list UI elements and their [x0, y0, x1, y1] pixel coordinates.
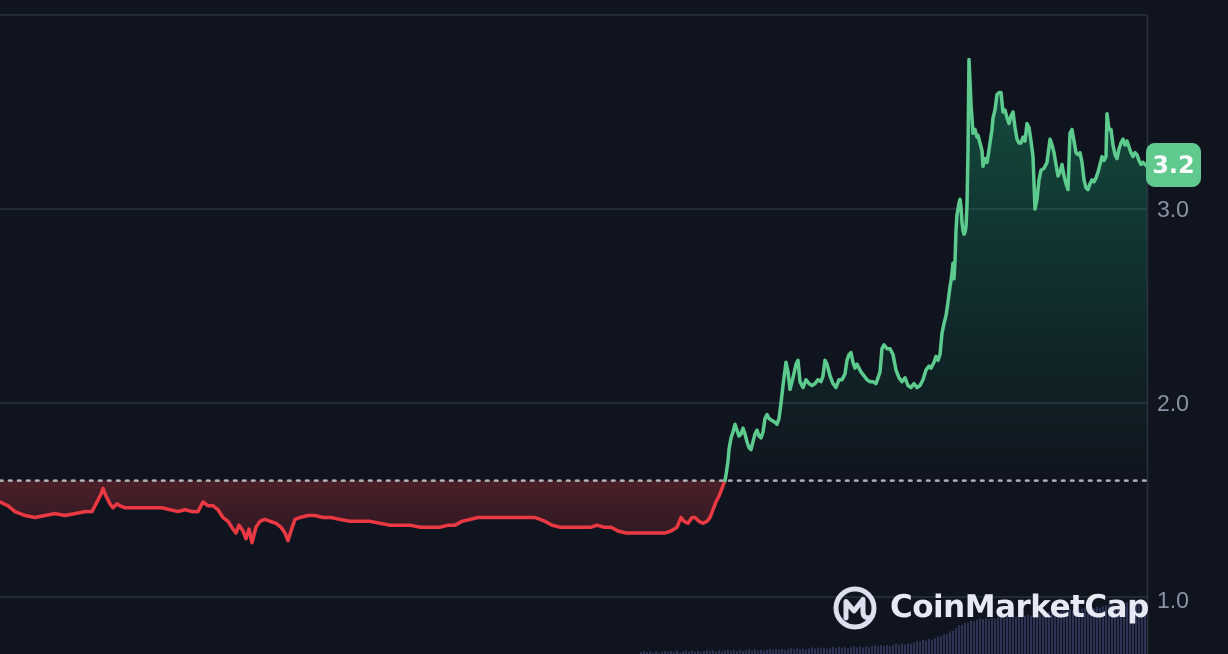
y-axis-label-3-0: 3.0	[1157, 196, 1189, 222]
volume-bars	[640, 602, 1146, 654]
coinmarketcap-wordmark: CoinMarketCap	[890, 589, 1149, 625]
y-axis-label-1-0: 1.0	[1157, 587, 1189, 613]
coinmarketcap-branding: CoinMarketCap	[831, 583, 1149, 631]
area-fill-below-baseline	[0, 480, 725, 543]
price-line-up-segment	[723, 57, 1149, 483]
y-axis-label-2-0: 2.0	[1157, 390, 1189, 416]
gridlines	[0, 14, 1149, 654]
current-price-badge: 3.2	[1146, 143, 1201, 187]
price-line-down-segment	[0, 478, 727, 545]
area-fill-above-baseline	[725, 59, 1147, 481]
coinmarketcap-logo-icon	[833, 586, 877, 630]
